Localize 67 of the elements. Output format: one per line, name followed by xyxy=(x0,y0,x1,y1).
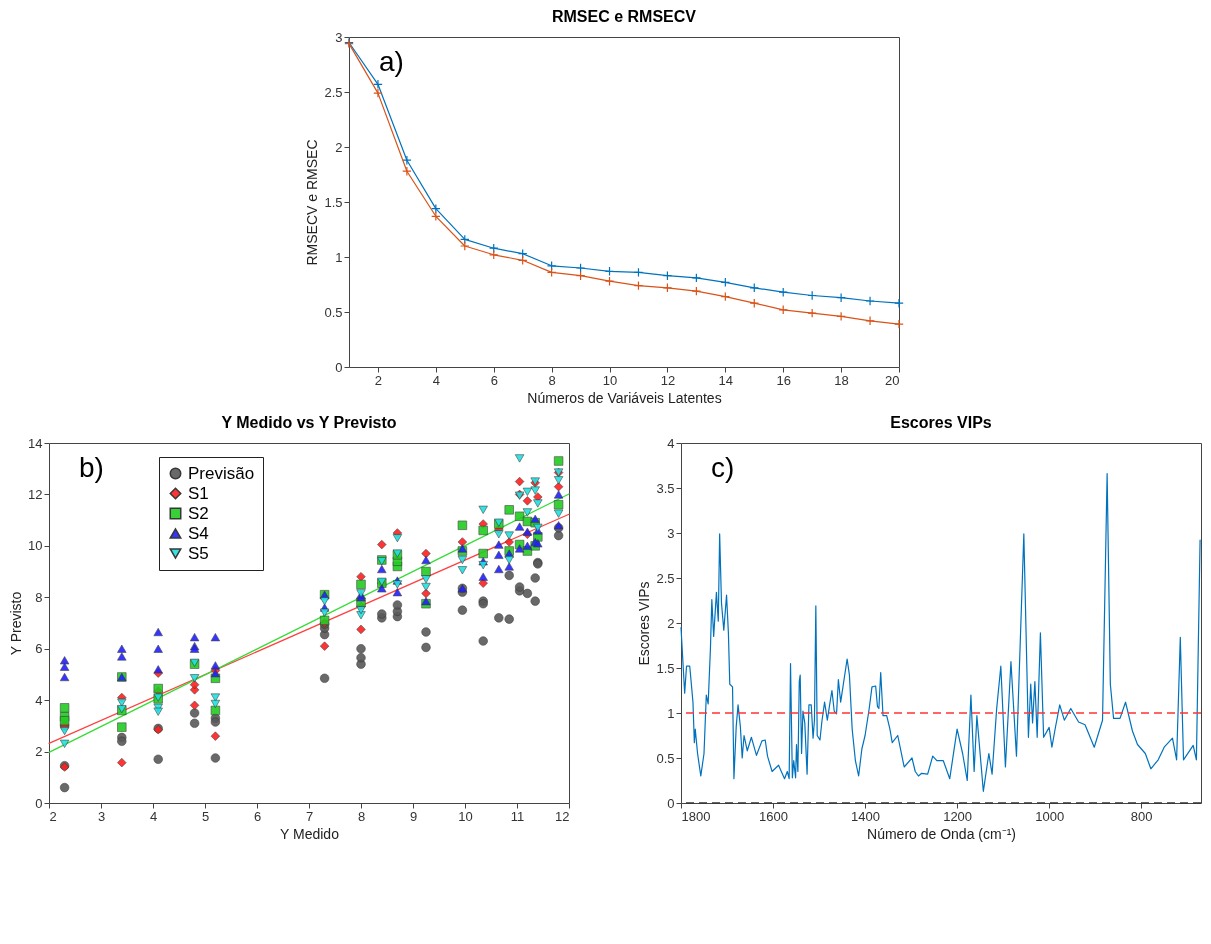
legend-label: Previsão xyxy=(188,463,255,483)
y-tick-label: 14 xyxy=(28,435,43,451)
annotation: c) xyxy=(711,452,735,483)
y-tick-label: 0 xyxy=(667,795,675,811)
x-tick-label: 6 xyxy=(253,808,262,824)
y-tick-label: 1 xyxy=(667,705,675,721)
y-tick-label: 1.5 xyxy=(656,660,675,676)
legend-label: S4 xyxy=(188,523,209,543)
x-tick-label: 2 xyxy=(374,372,383,388)
x-tick-label: 1800 xyxy=(681,808,711,824)
x-tick-label: 1200 xyxy=(943,808,973,824)
x-tick-label: 8 xyxy=(357,808,366,824)
y-tick-label: 0.5 xyxy=(656,750,675,766)
y-tick-label: 2.5 xyxy=(324,84,343,100)
y-tick-label: 2 xyxy=(335,139,343,155)
x-axis-title: Número de Onda (cm⁻¹) xyxy=(867,825,1016,842)
y-tick-label: 3 xyxy=(335,29,343,45)
x-tick-label: 12 xyxy=(555,808,570,824)
y-tick-label: 4 xyxy=(35,692,43,708)
x-tick-label: 16 xyxy=(776,372,791,388)
y-tick-label: 2.5 xyxy=(656,570,675,586)
chart-title: Y Medido vs Y Previsto xyxy=(221,414,397,431)
y-tick-label: 6 xyxy=(35,641,43,657)
x-tick-label: 2 xyxy=(49,808,57,824)
x-tick-label: 11 xyxy=(510,808,525,824)
legend-label: S5 xyxy=(188,543,209,563)
y-axis-title: RMSECV e RMSEC xyxy=(304,139,321,266)
y-tick-label: 3 xyxy=(667,525,675,541)
legend-label: S2 xyxy=(188,503,209,523)
x-tick-label: 20 xyxy=(885,372,900,388)
y-tick-label: 12 xyxy=(28,486,43,502)
x-tick-label: 14 xyxy=(718,372,734,388)
y-tick-label: 1.5 xyxy=(324,194,343,210)
x-tick-label: 8 xyxy=(548,372,556,388)
y-tick-label: 10 xyxy=(28,538,43,554)
y-axis-title: Escores VIPs xyxy=(636,581,653,666)
x-tick-label: 3 xyxy=(97,808,106,824)
x-tick-label: 1000 xyxy=(1035,808,1065,824)
x-axis-title: Y Medido xyxy=(280,825,340,842)
y-axis-title: Y Previsto xyxy=(8,591,25,656)
x-tick-label: 800 xyxy=(1130,808,1153,824)
x-tick-label: 6 xyxy=(490,372,498,388)
x-tick-label: 4 xyxy=(149,808,158,824)
x-axis-title: Números de Variáveis Latentes xyxy=(527,389,722,406)
chart-title: RMSEC e RMSECV xyxy=(551,8,697,25)
x-tick-label: 9 xyxy=(409,808,418,824)
y-tick-label: 0 xyxy=(335,359,343,375)
x-tick-label: 10 xyxy=(602,372,618,388)
y-tick-label: 3.5 xyxy=(656,480,675,496)
y-tick-label: 2 xyxy=(35,744,43,760)
x-tick-label: 4 xyxy=(432,372,440,388)
y-tick-label: 0 xyxy=(35,795,43,811)
x-tick-label: 1400 xyxy=(851,808,881,824)
x-tick-label: 7 xyxy=(305,808,314,824)
x-tick-label: 10 xyxy=(458,808,473,824)
x-tick-label: 18 xyxy=(834,372,849,388)
y-tick-label: 0.5 xyxy=(324,304,343,320)
annotation: b) xyxy=(79,452,104,483)
chart-title: Escores VIPs xyxy=(890,414,992,431)
legend-label: S1 xyxy=(188,483,209,503)
x-tick-label: 1600 xyxy=(759,808,788,824)
annotation: a) xyxy=(379,46,404,77)
y-tick-label: 4 xyxy=(667,435,675,451)
y-tick-label: 8 xyxy=(35,589,43,605)
x-tick-label: 5 xyxy=(201,808,210,824)
y-tick-label: 1 xyxy=(335,249,343,265)
y-tick-label: 2 xyxy=(667,615,675,631)
